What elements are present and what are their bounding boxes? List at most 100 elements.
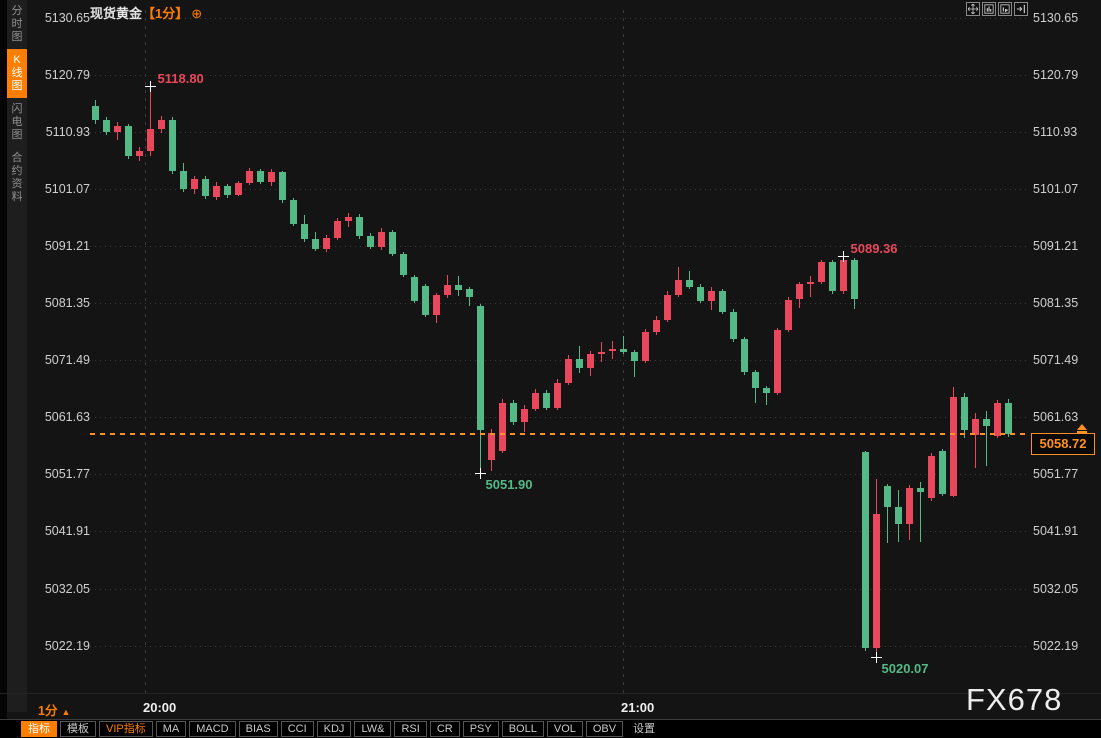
indicator-button-CR[interactable]: CR	[429, 721, 460, 737]
candle-body	[147, 129, 154, 152]
candle-wick	[623, 335, 624, 355]
candle-body	[862, 452, 869, 649]
cross-v	[875, 652, 878, 664]
indicator-button-模板[interactable]: 模板	[60, 721, 96, 737]
cross-v	[149, 81, 152, 93]
candle-body	[686, 279, 693, 287]
y-axis-label-right: 5022.19	[1033, 638, 1079, 653]
candle-body	[279, 172, 286, 200]
eject-latest-icon[interactable]	[1076, 424, 1088, 434]
candle-body	[741, 338, 748, 372]
indicator-button-指标[interactable]: 指标	[21, 721, 57, 737]
candle-body	[103, 120, 110, 133]
candle-body	[851, 259, 858, 299]
h-gridline	[90, 132, 1028, 134]
sidebar-tab-1[interactable]: 分时图	[11, 5, 23, 43]
h-gridline	[90, 303, 1028, 305]
h-gridline	[90, 588, 1028, 590]
candle-body	[125, 125, 132, 156]
candle-body	[972, 418, 979, 436]
zoom-out-chart-icon[interactable]	[998, 2, 1012, 16]
candle-body	[752, 371, 759, 388]
candle-body	[246, 171, 253, 184]
y-axis-label-left: 5091.21	[44, 239, 90, 254]
candle-body	[158, 119, 165, 130]
candle-body	[345, 216, 352, 222]
candle-wick	[766, 385, 767, 406]
indicator-button-VIP指标[interactable]: VIP指标	[99, 721, 153, 737]
candle-wick	[150, 86, 151, 156]
candle-body	[807, 281, 814, 285]
candle-body	[774, 330, 781, 394]
interval-selector-label: 1分	[38, 704, 58, 718]
candle-body	[411, 276, 418, 301]
candle-body	[697, 286, 704, 301]
y-axis-label-left: 5022.19	[44, 638, 90, 653]
indicator-button-LW&[interactable]: LW&	[354, 721, 392, 737]
extreme-cross-marker	[475, 468, 486, 480]
interval-label: 【1分】	[142, 6, 189, 21]
candle-body	[543, 392, 550, 409]
candle-body	[367, 236, 374, 247]
candle-body	[312, 239, 319, 249]
candle-wick	[986, 410, 987, 467]
indicator-button-设置[interactable]: 设置	[633, 723, 656, 735]
indicator-button-OBV[interactable]: OBV	[585, 721, 624, 737]
candle-body	[873, 514, 880, 649]
h-gridline	[90, 417, 1028, 419]
goto-latest-icon[interactable]	[1014, 2, 1028, 16]
eject-triangle	[1077, 424, 1087, 431]
candle-wick	[634, 349, 635, 377]
candle-body	[136, 151, 143, 156]
indicator-button-CCI[interactable]: CCI	[280, 721, 314, 737]
candle-body	[444, 285, 451, 296]
interval-selector[interactable]: 1分 ▲	[38, 700, 70, 719]
circle-plus-icon[interactable]: ⊕	[191, 6, 203, 21]
candle-body	[664, 294, 671, 320]
y-axis-label-right: 5101.07	[1033, 182, 1079, 197]
indicator-button-RSI[interactable]: RSI	[394, 721, 427, 737]
zoom-in-chart-icon[interactable]	[982, 2, 996, 16]
candle-body	[532, 392, 539, 409]
candle-body	[1005, 402, 1012, 435]
candle-body	[92, 106, 99, 121]
candle-body	[323, 237, 330, 249]
candle-wick	[887, 483, 888, 544]
indicator-button-VOL[interactable]: VOL	[546, 721, 583, 737]
candle-body	[477, 305, 484, 431]
y-axis-label-left: 5101.07	[44, 182, 90, 197]
eject-bar	[1077, 431, 1087, 434]
h-gridline	[90, 246, 1028, 248]
indicator-button-MACD[interactable]: MACD	[189, 721, 236, 737]
indicator-button-BIAS[interactable]: BIAS	[238, 721, 278, 737]
sidebar-tab-3[interactable]: 闪电图	[11, 103, 23, 141]
pan-crosshair-icon[interactable]	[966, 2, 980, 16]
y-axis-label-left: 5051.77	[44, 467, 90, 482]
current-price-label: 5058.72	[1031, 433, 1095, 456]
candle-body	[499, 402, 506, 452]
indicator-button-KDJ[interactable]: KDJ	[316, 721, 352, 737]
y-axis-label-left: 5130.65	[44, 11, 90, 25]
instrument-title: 现货黄金	[90, 6, 143, 21]
y-axis-label-right: 5120.79	[1033, 68, 1079, 82]
indicator-button-BOLL[interactable]: BOLL	[501, 721, 544, 737]
fx678-watermark: FX678	[966, 682, 1063, 717]
time-axis-label: 21:00	[621, 700, 655, 715]
indicator-button-MA[interactable]: MA	[155, 721, 187, 737]
candle-body	[191, 178, 198, 189]
candle-body	[455, 285, 462, 291]
indicator-button-PSY[interactable]: PSY	[462, 721, 499, 737]
candle-body	[389, 231, 396, 254]
candle-body	[653, 319, 660, 333]
y-axis-label-right: 5032.05	[1033, 581, 1079, 596]
sidebar-tab-4[interactable]: 合约资料	[11, 152, 23, 203]
candle-body	[928, 455, 935, 499]
y-axis-label-right: 5071.49	[1033, 353, 1079, 368]
h-gridline	[90, 18, 1028, 19]
y-axis-label-right: 5130.65	[1033, 11, 1079, 25]
y-axis-label-right: 5110.93	[1033, 125, 1078, 140]
y-axis-label-right: 5091.21	[1033, 239, 1079, 254]
